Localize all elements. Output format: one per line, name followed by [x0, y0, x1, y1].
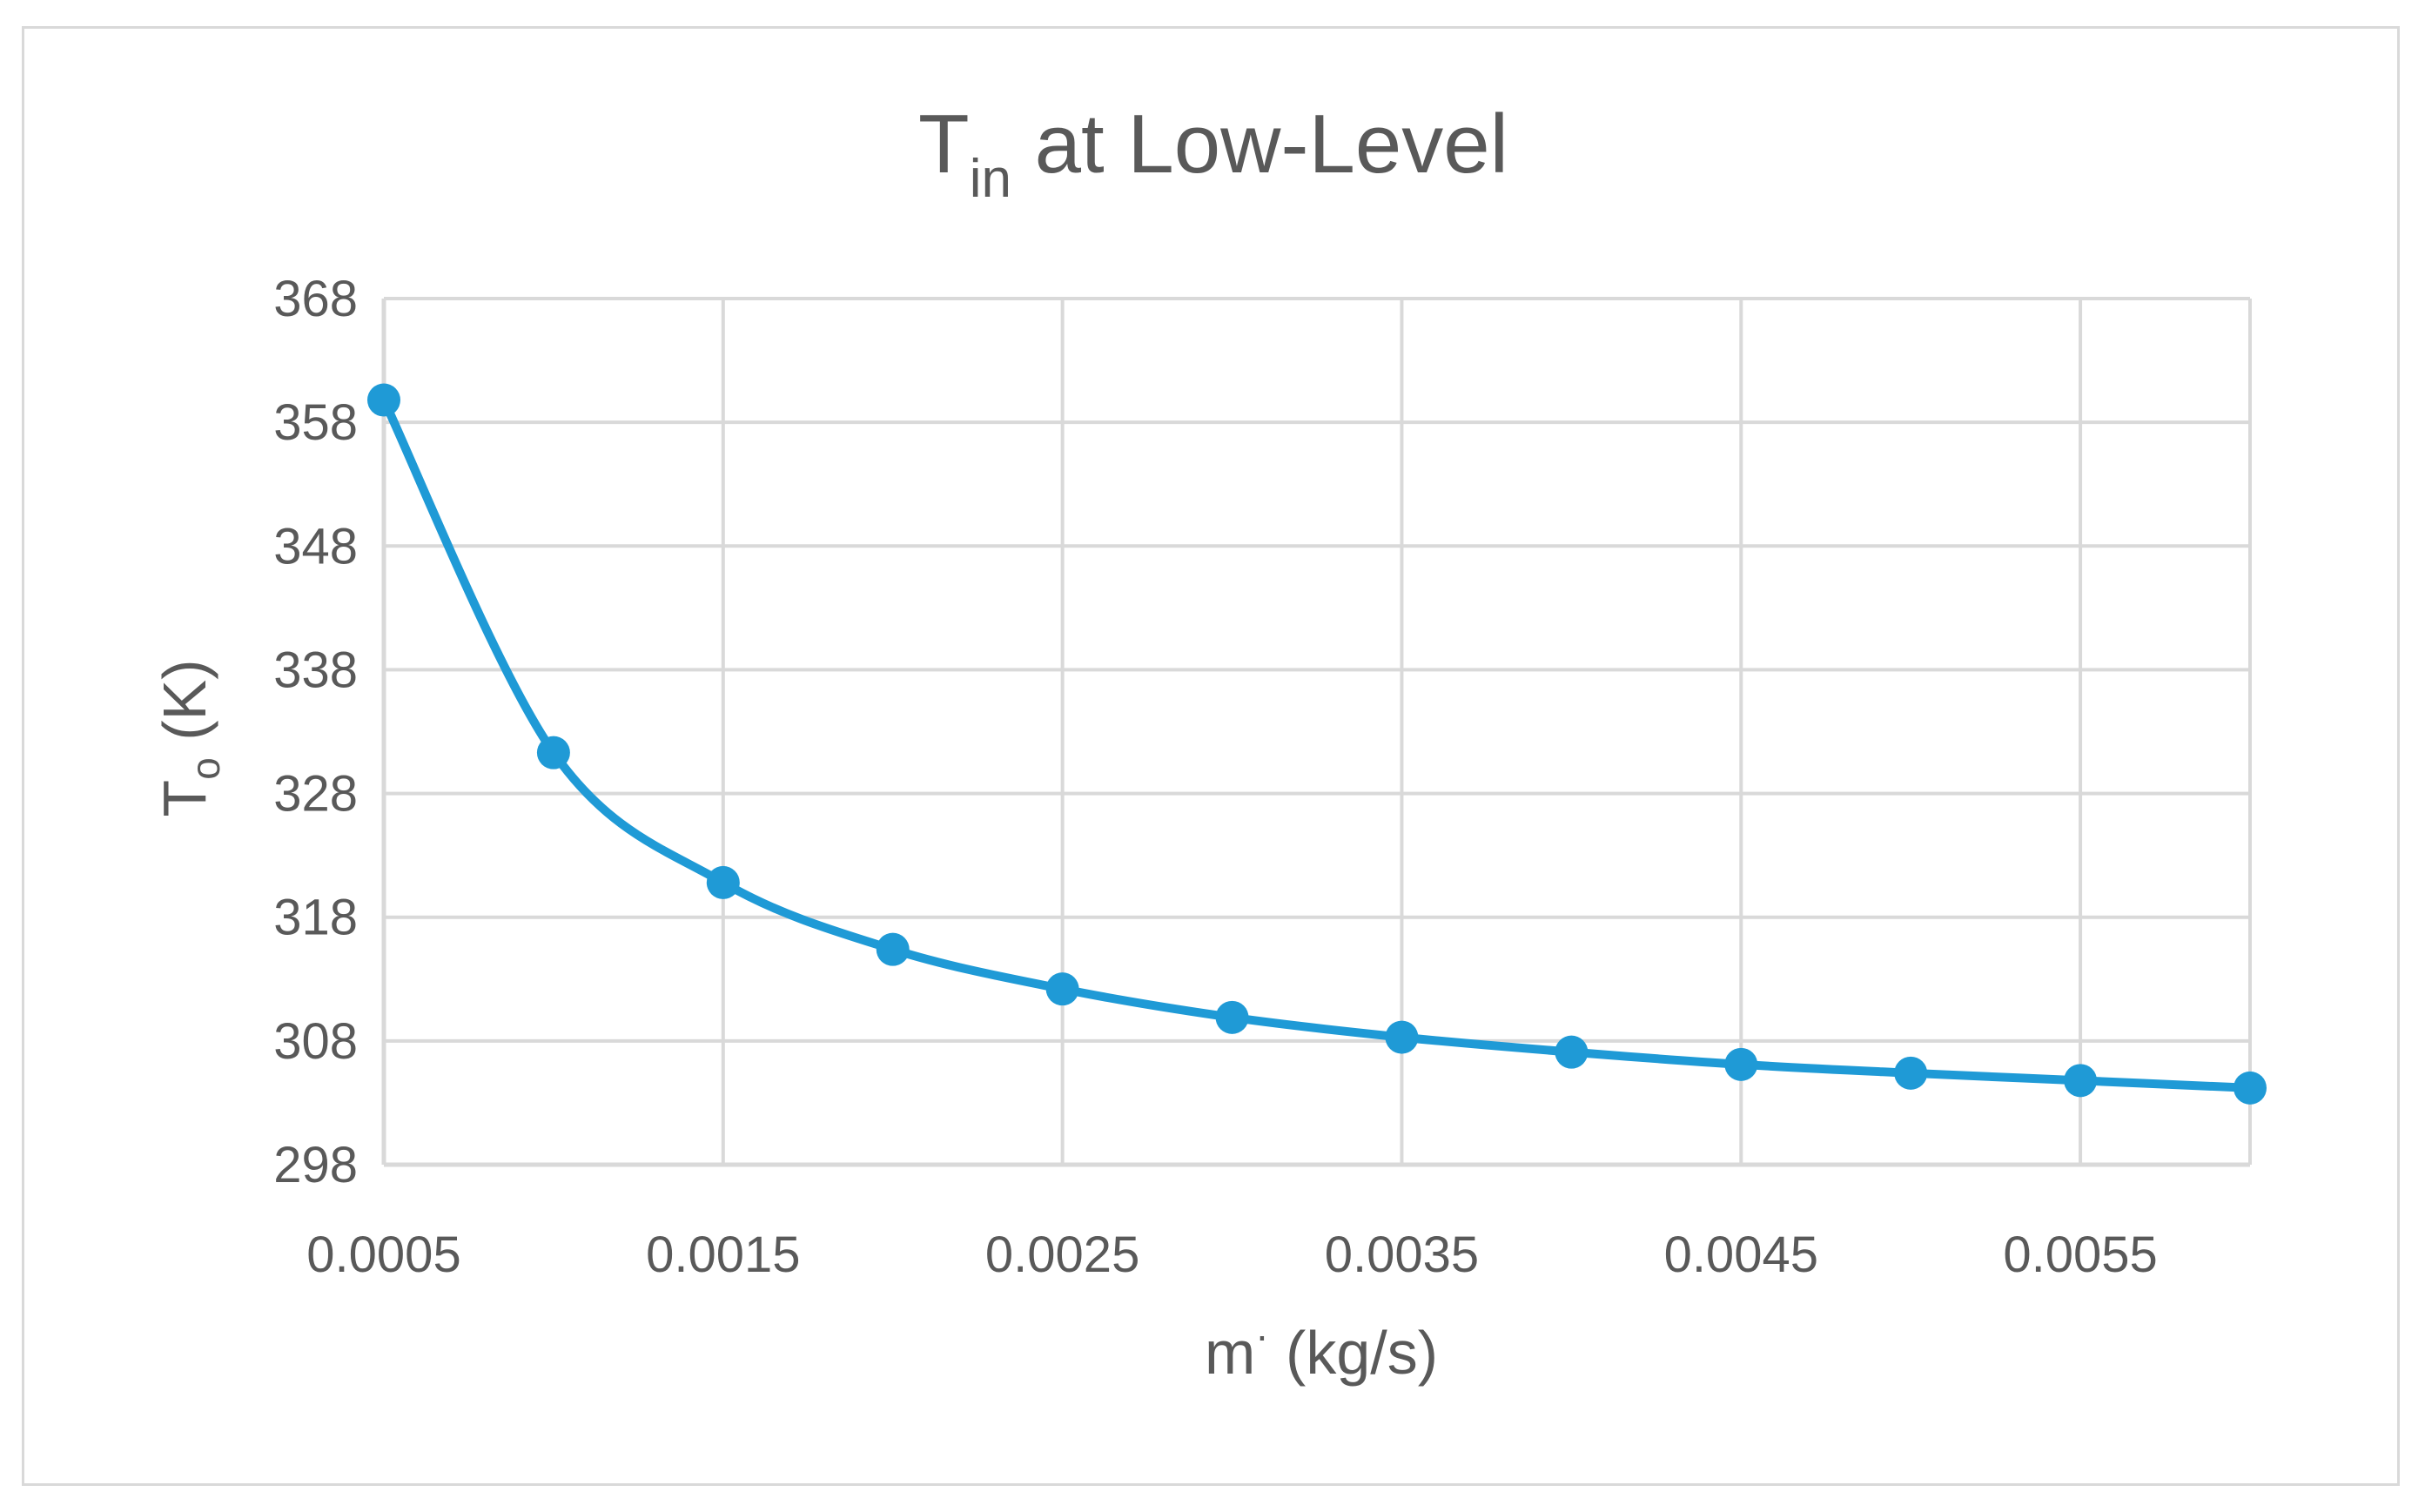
data-point — [1045, 972, 1079, 1006]
y-tick-label: 308 — [273, 1013, 358, 1070]
y-tick-label: 358 — [273, 394, 358, 451]
series-layer — [367, 383, 2267, 1105]
data-point — [1215, 1000, 1249, 1034]
x-axis-title: m· (kg/s) — [1205, 1313, 1438, 1387]
x-tick-label: 0.0045 — [1664, 1226, 1818, 1283]
x-tick-label: 0.0015 — [646, 1226, 800, 1283]
series-line — [380, 398, 2251, 1092]
axis-layer — [381, 299, 2250, 1167]
y-axis-title: To (K) — [151, 659, 228, 816]
data-point — [1724, 1047, 1758, 1081]
y-tick-label: 318 — [273, 890, 358, 946]
data-point — [367, 383, 400, 417]
data-point — [706, 865, 740, 899]
chart-title: Tin at Low-Level — [918, 97, 1508, 209]
data-point — [2064, 1064, 2098, 1098]
x-tick-label: 0.0025 — [985, 1226, 1139, 1283]
y-tick-label: 368 — [273, 271, 358, 327]
y-tick-label: 348 — [273, 518, 358, 575]
data-point — [536, 736, 570, 769]
x-tick-label: 0.0005 — [306, 1226, 460, 1283]
data-point — [2234, 1071, 2267, 1105]
data-point — [876, 932, 910, 966]
grid-layer — [384, 297, 2252, 1165]
data-point — [1385, 1020, 1419, 1054]
data-point — [1894, 1056, 1928, 1090]
data-point — [1555, 1035, 1589, 1069]
x-tick-label: 0.0035 — [1325, 1226, 1479, 1283]
x-tick-label: 0.0055 — [2003, 1226, 2157, 1283]
y-tick-label: 338 — [273, 642, 358, 698]
chart-svg: Tin at Low-Level 298 308 318 328 338 348 358 36… — [151, 97, 2267, 1387]
chart-frame: Tin at Low-Level 298 308 318 328 338 348 358 36… — [22, 26, 2400, 1486]
y-tick-label: 298 — [273, 1137, 358, 1193]
y-tick-label: 328 — [273, 766, 358, 823]
tick-labels: 298 308 318 328 338 348 358 368 0.0005 0.0015 0.00… — [273, 271, 2158, 1283]
